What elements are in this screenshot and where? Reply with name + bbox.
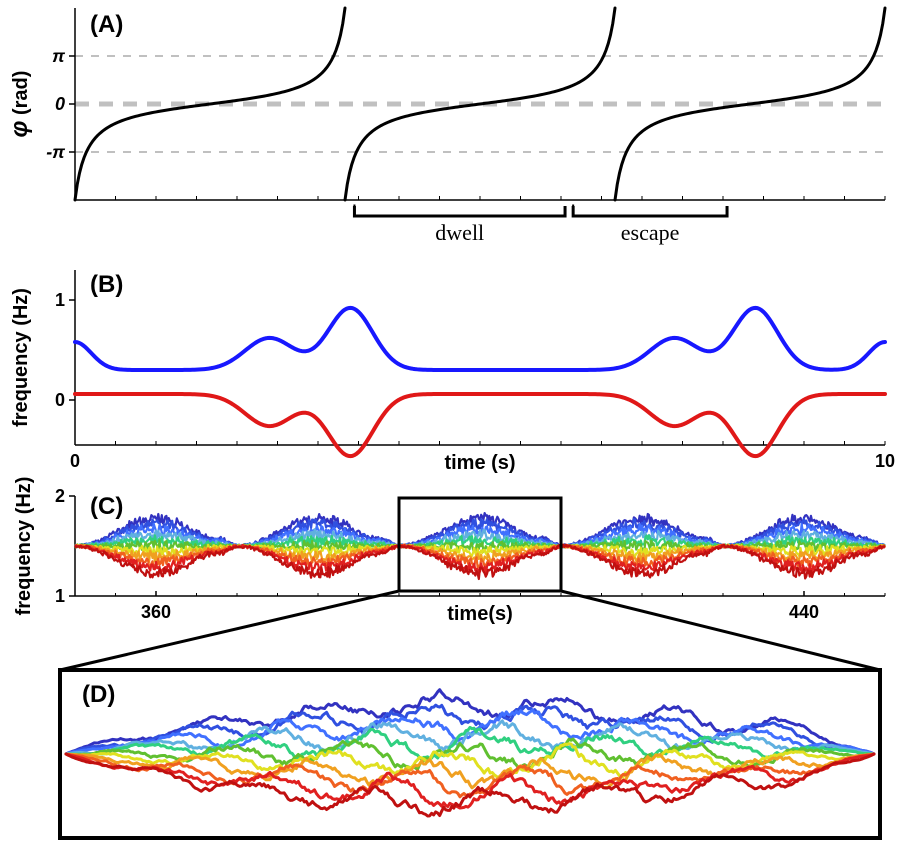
y-axis-label: frequency (Hz) bbox=[13, 477, 35, 616]
x-tick-label: 360 bbox=[141, 602, 171, 622]
panel-label-b: (B) bbox=[90, 271, 123, 298]
y-axis-label: frequency (Hz) bbox=[10, 288, 32, 427]
panel-b: 01010frequency (Hz)time (s)(B) bbox=[10, 270, 895, 474]
panel-c: 1 2 360 440 frequency (Hz) time(s) (C) bbox=[13, 477, 885, 625]
x-tick-label: 440 bbox=[789, 602, 819, 622]
y-tick-label: 2 bbox=[55, 486, 65, 506]
panel-a: -π 0 π φ (rad) (A) dwell escape bbox=[6, 8, 885, 245]
panel-label-a: (A) bbox=[90, 11, 123, 38]
x-tick-label: 10 bbox=[875, 451, 895, 471]
y-tick-label: 1 bbox=[55, 290, 65, 310]
annotation-bracket bbox=[573, 206, 727, 216]
series-lower bbox=[75, 394, 885, 456]
x-tick-label: 0 bbox=[70, 451, 80, 471]
y-tick-label: 1 bbox=[55, 586, 65, 606]
series-upper bbox=[75, 308, 885, 370]
annotation-bracket bbox=[354, 206, 565, 216]
panel-label-c: (C) bbox=[90, 493, 123, 520]
phase-curve bbox=[345, 8, 615, 200]
figure-root: -π0πφ (rad)(A)dwellescape01010frequency … bbox=[0, 0, 900, 852]
x-axis-label: time(s) bbox=[447, 603, 513, 625]
zoom-connector-left bbox=[60, 591, 399, 670]
annotation-dwell-label: dwell bbox=[435, 220, 484, 245]
annotation-escape-label: escape bbox=[621, 220, 680, 245]
y-tick-label: π bbox=[52, 46, 65, 66]
panel-label-d: (D) bbox=[82, 681, 115, 708]
y-tick-label: 0 bbox=[55, 94, 65, 114]
panel-d: (D) bbox=[60, 670, 880, 838]
y-tick-label: -π bbox=[46, 142, 65, 162]
y-tick-label: 0 bbox=[55, 390, 65, 410]
zoom-panel-border bbox=[60, 670, 880, 838]
y-axis-label: φ (rad) bbox=[6, 71, 33, 138]
x-axis-label: time (s) bbox=[444, 452, 515, 474]
zoom-connector-right bbox=[561, 591, 880, 670]
